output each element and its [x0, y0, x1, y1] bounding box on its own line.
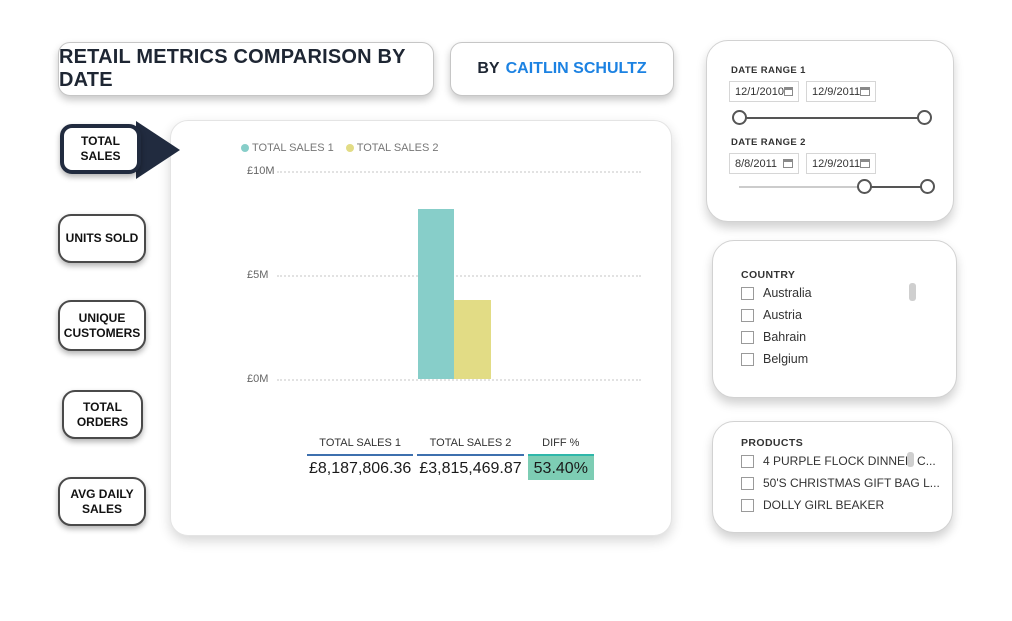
country-list-scrollbar[interactable]: [909, 283, 916, 301]
sidebar-item-label: TOTAL SALES: [80, 134, 121, 163]
summary-col-total-sales-1: TOTAL SALES 1 £8,187,806.36: [307, 435, 414, 480]
chart-card: TOTAL SALES 1 TOTAL SALES 2 £10M £5M £0M…: [170, 120, 672, 536]
y-axis-tick: £0M: [247, 373, 269, 385]
sidebar-item-label: UNITS SOLD: [65, 231, 139, 245]
summary-value-diff: 53.40%: [527, 456, 594, 480]
date-value: 8/8/2011: [735, 157, 778, 170]
product-option-2[interactable]: 50'S CHRISTMAS GIFT BAG L...: [741, 476, 940, 490]
date-range-1-label: DATE RANGE 1: [731, 65, 806, 76]
calendar-icon[interactable]: [860, 159, 870, 168]
checkbox[interactable]: [741, 476, 754, 490]
date-value: 12/9/2011: [812, 157, 861, 170]
country-option-belgium[interactable]: Belgium: [741, 352, 808, 366]
sidebar-item-label: UNIQUE CUSTOMERS: [63, 310, 141, 340]
summary-value: £3,815,469.87: [419, 460, 522, 477]
date-range-2-start-input[interactable]: 8/8/2011: [729, 153, 799, 174]
country-filter-panel: COUNTRY Australia Austria Bahrain Belgiu…: [712, 240, 957, 398]
gridline-0m: [277, 379, 641, 381]
date-range-2-slider-track-selected[interactable]: [864, 186, 927, 188]
country-option-bahrain[interactable]: Bahrain: [741, 330, 806, 344]
product-option-3[interactable]: DOLLY GIRL BEAKER: [741, 498, 884, 512]
checkbox[interactable]: [741, 454, 754, 468]
checkbox-label: Austria: [763, 308, 802, 322]
checkbox-label: 4 PURPLE FLOCK DINNER C...: [763, 454, 936, 468]
legend-dot-series2: [345, 144, 354, 152]
summary-header: TOTAL SALES 1: [307, 435, 414, 456]
gridline-5m: [277, 275, 641, 277]
checkbox-label: Australia: [763, 286, 812, 300]
legend-item-total-sales-1[interactable]: TOTAL SALES 1: [241, 142, 334, 154]
sidebar-item-label: TOTAL ORDERS: [76, 399, 129, 429]
date-range-2-end-input[interactable]: 12/9/2011: [806, 153, 876, 174]
checkbox-label: 50'S CHRISTMAS GIFT BAG L...: [763, 476, 940, 490]
report-title-box: RETAIL METRICS COMPARISON BY DATE: [58, 42, 434, 96]
summary-value: £8,187,806.36: [309, 460, 412, 477]
legend-item-total-sales-2[interactable]: TOTAL SALES 2: [345, 142, 439, 154]
date-range-1-start-input[interactable]: 12/1/2010: [729, 81, 799, 102]
checkbox-label: Bahrain: [763, 330, 807, 344]
sidebar-item-total-orders[interactable]: TOTAL ORDERS: [62, 390, 143, 439]
legend-label: TOTAL SALES 1: [252, 142, 334, 154]
checkbox[interactable]: [741, 498, 754, 512]
author-box: BY CAITLIN SCHULTZ: [450, 42, 674, 96]
date-range-2-slider-track-unselected[interactable]: [739, 186, 864, 188]
byline-prefix: BY: [477, 60, 500, 77]
calendar-icon[interactable]: [783, 159, 793, 168]
product-option-1[interactable]: 4 PURPLE FLOCK DINNER C...: [741, 454, 936, 468]
summary-header: DIFF %: [527, 435, 594, 456]
sidebar-item-units-sold[interactable]: UNITS SOLD: [58, 214, 146, 263]
checkbox-label: Belgium: [763, 352, 809, 366]
date-range-2-slider-handle-end[interactable]: [920, 179, 935, 194]
summary-col-diff-pct: DIFF % 53.40%: [527, 435, 594, 480]
sidebar-item-total-sales[interactable]: TOTAL SALES: [60, 124, 141, 174]
calendar-icon[interactable]: [860, 87, 870, 96]
author-name: CAITLIN SCHULTZ: [505, 60, 647, 77]
y-axis-tick: £10M: [247, 165, 275, 177]
sidebar-item-avg-daily-sales[interactable]: AVG DAILY SALES: [58, 477, 146, 526]
page-title: RETAIL METRICS COMPARISON BY DATE: [59, 46, 406, 91]
date-range-2-label: DATE RANGE 2: [731, 137, 806, 148]
products-label: PRODUCTS: [741, 437, 804, 449]
chart-legend: TOTAL SALES 1 TOTAL SALES 2: [241, 142, 438, 154]
country-option-austria[interactable]: Austria: [741, 308, 802, 322]
date-range-panel: DATE RANGE 1 12/1/2010 12/9/2011 DATE RA…: [706, 40, 954, 222]
summary-col-total-sales-2: TOTAL SALES 2 £3,815,469.87: [417, 435, 524, 480]
country-label: COUNTRY: [741, 269, 796, 281]
checkbox[interactable]: [741, 286, 754, 300]
sidebar-item-unique-customers[interactable]: UNIQUE CUSTOMERS: [58, 300, 146, 351]
date-value: 12/1/2010: [735, 85, 784, 98]
bar-total-sales-1[interactable]: [418, 209, 454, 379]
date-range-1-slider-handle-start[interactable]: [732, 110, 747, 125]
legend-dot-series1: [241, 144, 249, 152]
products-list-scrollbar[interactable]: [907, 452, 914, 467]
gridline-10m: [277, 171, 641, 173]
checkbox[interactable]: [741, 330, 754, 344]
date-range-1-slider-handle-end[interactable]: [917, 110, 932, 125]
active-tab-arrow-icon: [136, 121, 180, 179]
summary-header: TOTAL SALES 2: [417, 435, 524, 456]
bar-total-sales-2[interactable]: [454, 300, 491, 379]
summary-table: TOTAL SALES 1 £8,187,806.36 TOTAL SALES …: [307, 435, 594, 480]
y-axis-tick: £5M: [247, 269, 269, 281]
date-range-1-end-input[interactable]: 12/9/2011: [806, 81, 876, 102]
date-range-1-slider-track[interactable]: [739, 117, 927, 119]
country-option-australia[interactable]: Australia: [741, 286, 812, 300]
legend-label: TOTAL SALES 2: [356, 142, 439, 154]
checkbox-label: DOLLY GIRL BEAKER: [763, 498, 885, 512]
checkbox[interactable]: [741, 308, 754, 322]
sidebar-item-label: AVG DAILY SALES: [70, 486, 134, 516]
products-filter-panel: PRODUCTS 4 PURPLE FLOCK DINNER C... 50'S…: [712, 421, 953, 533]
calendar-icon[interactable]: [783, 87, 793, 96]
date-value: 12/9/2011: [812, 85, 861, 98]
date-range-2-slider-handle-start[interactable]: [857, 179, 872, 194]
bar-chart-plot-area: £10M £5M £0M: [171, 121, 673, 385]
checkbox[interactable]: [741, 352, 754, 366]
